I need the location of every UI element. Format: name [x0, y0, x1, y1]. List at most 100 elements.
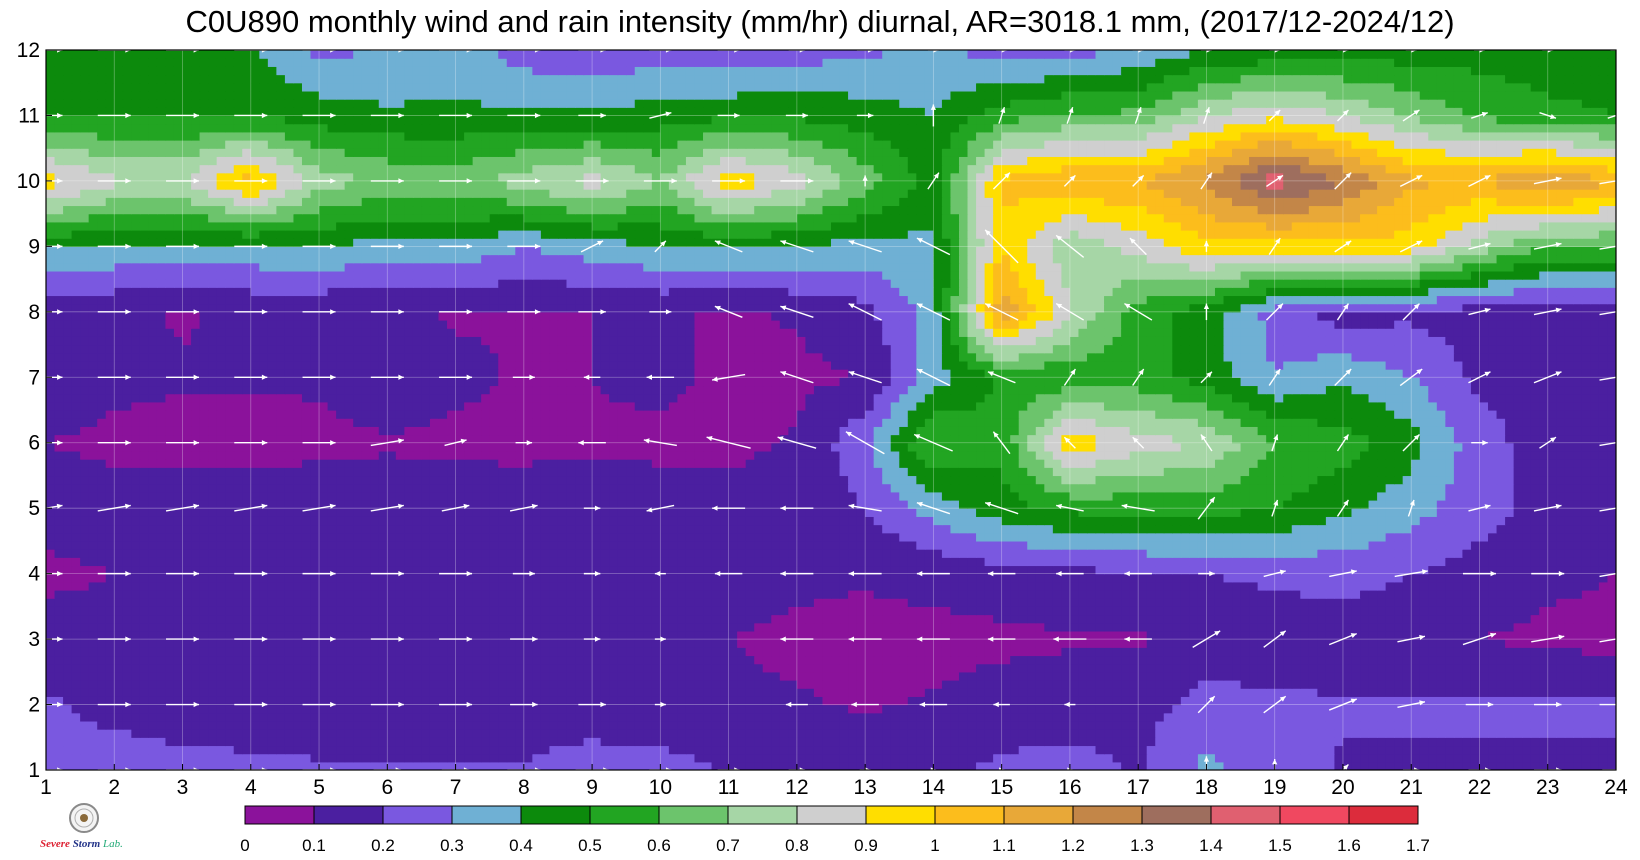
- heatmap-cell: [1505, 557, 1514, 566]
- heatmap-cell: [1292, 696, 1301, 705]
- heatmap-cell: [805, 590, 814, 599]
- heatmap-cell: [549, 582, 558, 591]
- heatmap-cell: [1036, 688, 1045, 697]
- heatmap-cell: [456, 737, 465, 746]
- heatmap-cell: [1522, 721, 1531, 730]
- heatmap-cell: [285, 574, 294, 583]
- heatmap-cell: [191, 745, 200, 754]
- heatmap-cell: [1189, 705, 1198, 714]
- heatmap-cell: [473, 737, 482, 746]
- heatmap-cell: [1522, 672, 1531, 681]
- heatmap-cell: [413, 737, 422, 746]
- heatmap-cell: [1121, 762, 1130, 771]
- heatmap-cell: [140, 549, 149, 558]
- heatmap-cell: [1548, 688, 1557, 697]
- heatmap-cell: [1113, 672, 1122, 681]
- heatmap-cell: [976, 705, 985, 714]
- heatmap-cell: [1334, 688, 1343, 697]
- heatmap-cell: [814, 664, 823, 673]
- heatmap-layer: [46, 50, 1617, 771]
- heatmap-cell: [1300, 680, 1309, 689]
- heatmap-cell: [558, 574, 567, 583]
- heatmap-cell: [46, 631, 55, 640]
- heatmap-cell: [1053, 598, 1062, 607]
- heatmap-cell: [1548, 606, 1557, 615]
- heatmap-cell: [686, 615, 695, 624]
- heatmap-cell: [456, 549, 465, 558]
- heatmap-cell: [780, 615, 789, 624]
- heatmap-cell: [1053, 647, 1062, 656]
- heatmap-cell: [1590, 598, 1599, 607]
- heatmap-cell: [874, 672, 883, 681]
- heatmap-cell: [345, 754, 354, 763]
- heatmap-cell: [1104, 639, 1113, 648]
- heatmap-cell: [1232, 655, 1241, 664]
- heatmap-cell: [746, 557, 755, 566]
- heatmap-cell: [302, 574, 311, 583]
- heatmap-cell: [123, 623, 132, 632]
- heatmap-cell: [882, 721, 891, 730]
- heatmap-cell: [1462, 557, 1471, 566]
- heatmap-cell: [1070, 664, 1079, 673]
- heatmap-cell: [968, 737, 977, 746]
- heatmap-cell: [1522, 623, 1531, 632]
- heatmap-cell: [1292, 557, 1301, 566]
- heatmap-cell: [1334, 713, 1343, 722]
- heatmap-cell: [89, 549, 98, 558]
- heatmap-cell: [165, 745, 174, 754]
- heatmap-cell: [285, 549, 294, 558]
- heatmap-cell: [191, 590, 200, 599]
- heatmap-cell: [1309, 655, 1318, 664]
- heatmap-cell: [874, 737, 883, 746]
- heatmap-cell: [1497, 557, 1506, 566]
- heatmap-cell: [1172, 680, 1181, 689]
- heatmap-cell: [319, 688, 328, 697]
- heatmap-cell: [1471, 737, 1480, 746]
- heatmap-cell: [1488, 672, 1497, 681]
- heatmap-cell: [1172, 647, 1181, 656]
- heatmap-cell: [524, 745, 533, 754]
- heatmap-cell: [1582, 598, 1591, 607]
- heatmap-cell: [1445, 582, 1454, 591]
- heatmap-cell: [370, 598, 379, 607]
- heatmap-cell: [1411, 549, 1420, 558]
- heatmap-cell: [1411, 705, 1420, 714]
- heatmap-cell: [840, 606, 849, 615]
- heatmap-cell: [1309, 615, 1318, 624]
- heatmap-cell: [626, 696, 635, 705]
- heatmap-cell: [106, 541, 115, 550]
- heatmap-cell: [1522, 680, 1531, 689]
- heatmap-cell: [1206, 606, 1215, 615]
- heatmap-cell: [1258, 647, 1267, 656]
- heatmap-cell: [481, 762, 490, 771]
- heatmap-cell: [131, 574, 140, 583]
- heatmap-cell: [1548, 549, 1557, 558]
- heatmap-cell: [387, 615, 396, 624]
- heatmap-cell: [439, 598, 448, 607]
- heatmap-cell: [1044, 590, 1053, 599]
- heatmap-cell: [950, 631, 959, 640]
- heatmap-cell: [80, 680, 89, 689]
- heatmap-cell: [1309, 598, 1318, 607]
- heatmap-cell: [1172, 688, 1181, 697]
- heatmap-cell: [822, 623, 831, 632]
- heatmap-cell: [439, 582, 448, 591]
- heatmap-cell: [754, 582, 763, 591]
- heatmap-cell: [1096, 655, 1105, 664]
- heatmap-cell: [814, 639, 823, 648]
- heatmap-cell: [217, 615, 226, 624]
- heatmap-cell: [276, 623, 285, 632]
- heatmap-cell: [618, 647, 627, 656]
- heatmap-cell: [712, 655, 721, 664]
- heatmap-cell: [131, 639, 140, 648]
- heatmap-cell: [882, 705, 891, 714]
- heatmap-cell: [891, 672, 900, 681]
- heatmap-cell: [592, 737, 601, 746]
- heatmap-cell: [857, 754, 866, 763]
- heatmap-cell: [345, 729, 354, 738]
- heatmap-cell: [737, 729, 746, 738]
- heatmap-cell: [1113, 590, 1122, 599]
- heatmap-cell: [1590, 639, 1599, 648]
- heatmap-cell: [660, 582, 669, 591]
- heatmap-cell: [370, 721, 379, 730]
